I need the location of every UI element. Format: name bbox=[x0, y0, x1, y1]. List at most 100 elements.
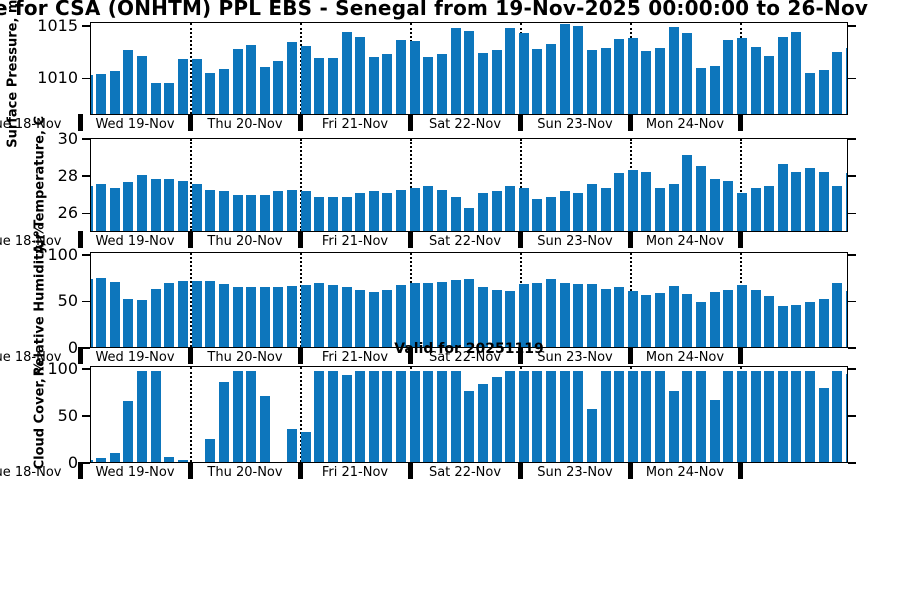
bar bbox=[805, 370, 815, 462]
bar bbox=[709, 399, 720, 462]
day-label: Sat 22-Nov bbox=[428, 117, 502, 132]
day-tick-mark bbox=[78, 114, 83, 131]
bar bbox=[191, 281, 202, 347]
day-tick-mark bbox=[738, 231, 743, 248]
bar bbox=[695, 370, 706, 462]
day-tick-mark bbox=[408, 462, 413, 479]
day-label: Sun 23-Nov bbox=[537, 234, 613, 249]
bar bbox=[314, 370, 325, 462]
bar bbox=[137, 175, 147, 231]
y-tick-mark bbox=[82, 25, 90, 27]
bar bbox=[641, 294, 652, 347]
bar bbox=[123, 50, 134, 114]
day-tick-mark bbox=[408, 114, 413, 131]
bar bbox=[246, 195, 257, 231]
bar bbox=[777, 164, 788, 231]
bar bbox=[777, 37, 788, 114]
bar bbox=[91, 186, 93, 231]
bar bbox=[491, 50, 502, 114]
bar bbox=[791, 171, 802, 231]
bar bbox=[491, 290, 502, 347]
y-tick-label: 28 bbox=[57, 166, 78, 186]
bar bbox=[736, 370, 747, 462]
bar bbox=[382, 370, 393, 462]
plot-area bbox=[90, 138, 848, 232]
bar bbox=[805, 301, 815, 347]
figure-title: e for CSA (ONHTM) PPL EBS - Senegal from… bbox=[0, 0, 900, 22]
bar bbox=[355, 370, 366, 462]
valid-for-annotation: Valid for 20251119 bbox=[394, 341, 544, 357]
day-boundary-gridline bbox=[300, 139, 302, 231]
bar bbox=[818, 69, 829, 114]
bar bbox=[682, 33, 693, 114]
bar bbox=[109, 452, 120, 462]
bar bbox=[682, 293, 693, 347]
bar bbox=[177, 180, 188, 231]
day-tick-mark bbox=[738, 462, 743, 479]
bar bbox=[505, 370, 516, 462]
day-boundary-gridline bbox=[520, 139, 522, 231]
bar bbox=[368, 370, 379, 462]
bar bbox=[805, 167, 815, 231]
bar bbox=[791, 370, 802, 462]
bar bbox=[750, 290, 761, 347]
day-label: Tue 18-Nov bbox=[0, 117, 62, 132]
bar bbox=[396, 370, 406, 462]
y-tick-label: 0 bbox=[67, 338, 78, 357]
day-label: Fri 21-Nov bbox=[321, 350, 389, 365]
y-tick-label: 1010 bbox=[37, 68, 78, 88]
day-label: Wed 19-Nov bbox=[95, 465, 175, 480]
bar bbox=[655, 292, 665, 347]
day-label: Fri 21-Nov bbox=[321, 465, 389, 480]
day-label: Mon 24-Nov bbox=[645, 350, 725, 365]
bar bbox=[150, 370, 161, 462]
bar bbox=[627, 370, 638, 462]
day-label: Sat 22-Nov bbox=[428, 350, 502, 365]
day-tick-mark bbox=[518, 114, 523, 131]
bar bbox=[218, 191, 229, 231]
bar bbox=[777, 370, 788, 462]
bar bbox=[791, 32, 802, 114]
y-tick-mark bbox=[82, 77, 90, 80]
bar bbox=[368, 57, 379, 114]
day-label: Sun 23-Nov bbox=[537, 465, 613, 480]
bar bbox=[341, 196, 352, 231]
bar bbox=[641, 370, 652, 462]
y-tick-mark bbox=[82, 415, 90, 417]
bar bbox=[450, 280, 461, 347]
bar bbox=[546, 196, 556, 231]
bar bbox=[300, 191, 311, 231]
bar bbox=[273, 287, 284, 347]
bar bbox=[150, 178, 161, 231]
day-tick-mark bbox=[628, 347, 633, 364]
bar bbox=[314, 58, 325, 114]
bar bbox=[259, 396, 270, 462]
bar bbox=[845, 173, 847, 231]
bar bbox=[764, 370, 775, 462]
bar bbox=[287, 285, 297, 347]
y-tick-label: 0 bbox=[67, 453, 78, 472]
bar bbox=[341, 287, 352, 347]
bar bbox=[91, 279, 93, 347]
day-tick-mark bbox=[188, 347, 193, 364]
bar bbox=[396, 189, 406, 231]
bar bbox=[641, 51, 652, 114]
bar bbox=[382, 290, 393, 347]
day-tick-mark bbox=[408, 231, 413, 248]
bar bbox=[709, 291, 720, 347]
y-tick-label: 1015 bbox=[37, 16, 78, 36]
bar bbox=[409, 187, 420, 231]
day-boundary-gridline bbox=[410, 139, 412, 231]
bar bbox=[477, 383, 488, 462]
bar bbox=[123, 400, 134, 462]
bar bbox=[723, 180, 734, 231]
bar bbox=[668, 27, 679, 114]
bar bbox=[327, 370, 338, 462]
y-tick-label: 50 bbox=[57, 291, 78, 311]
bar bbox=[505, 28, 516, 114]
bar bbox=[423, 57, 434, 114]
day-boundary-gridline bbox=[300, 367, 302, 462]
plot-area bbox=[90, 366, 848, 463]
bar bbox=[750, 370, 761, 462]
bar bbox=[709, 65, 720, 114]
